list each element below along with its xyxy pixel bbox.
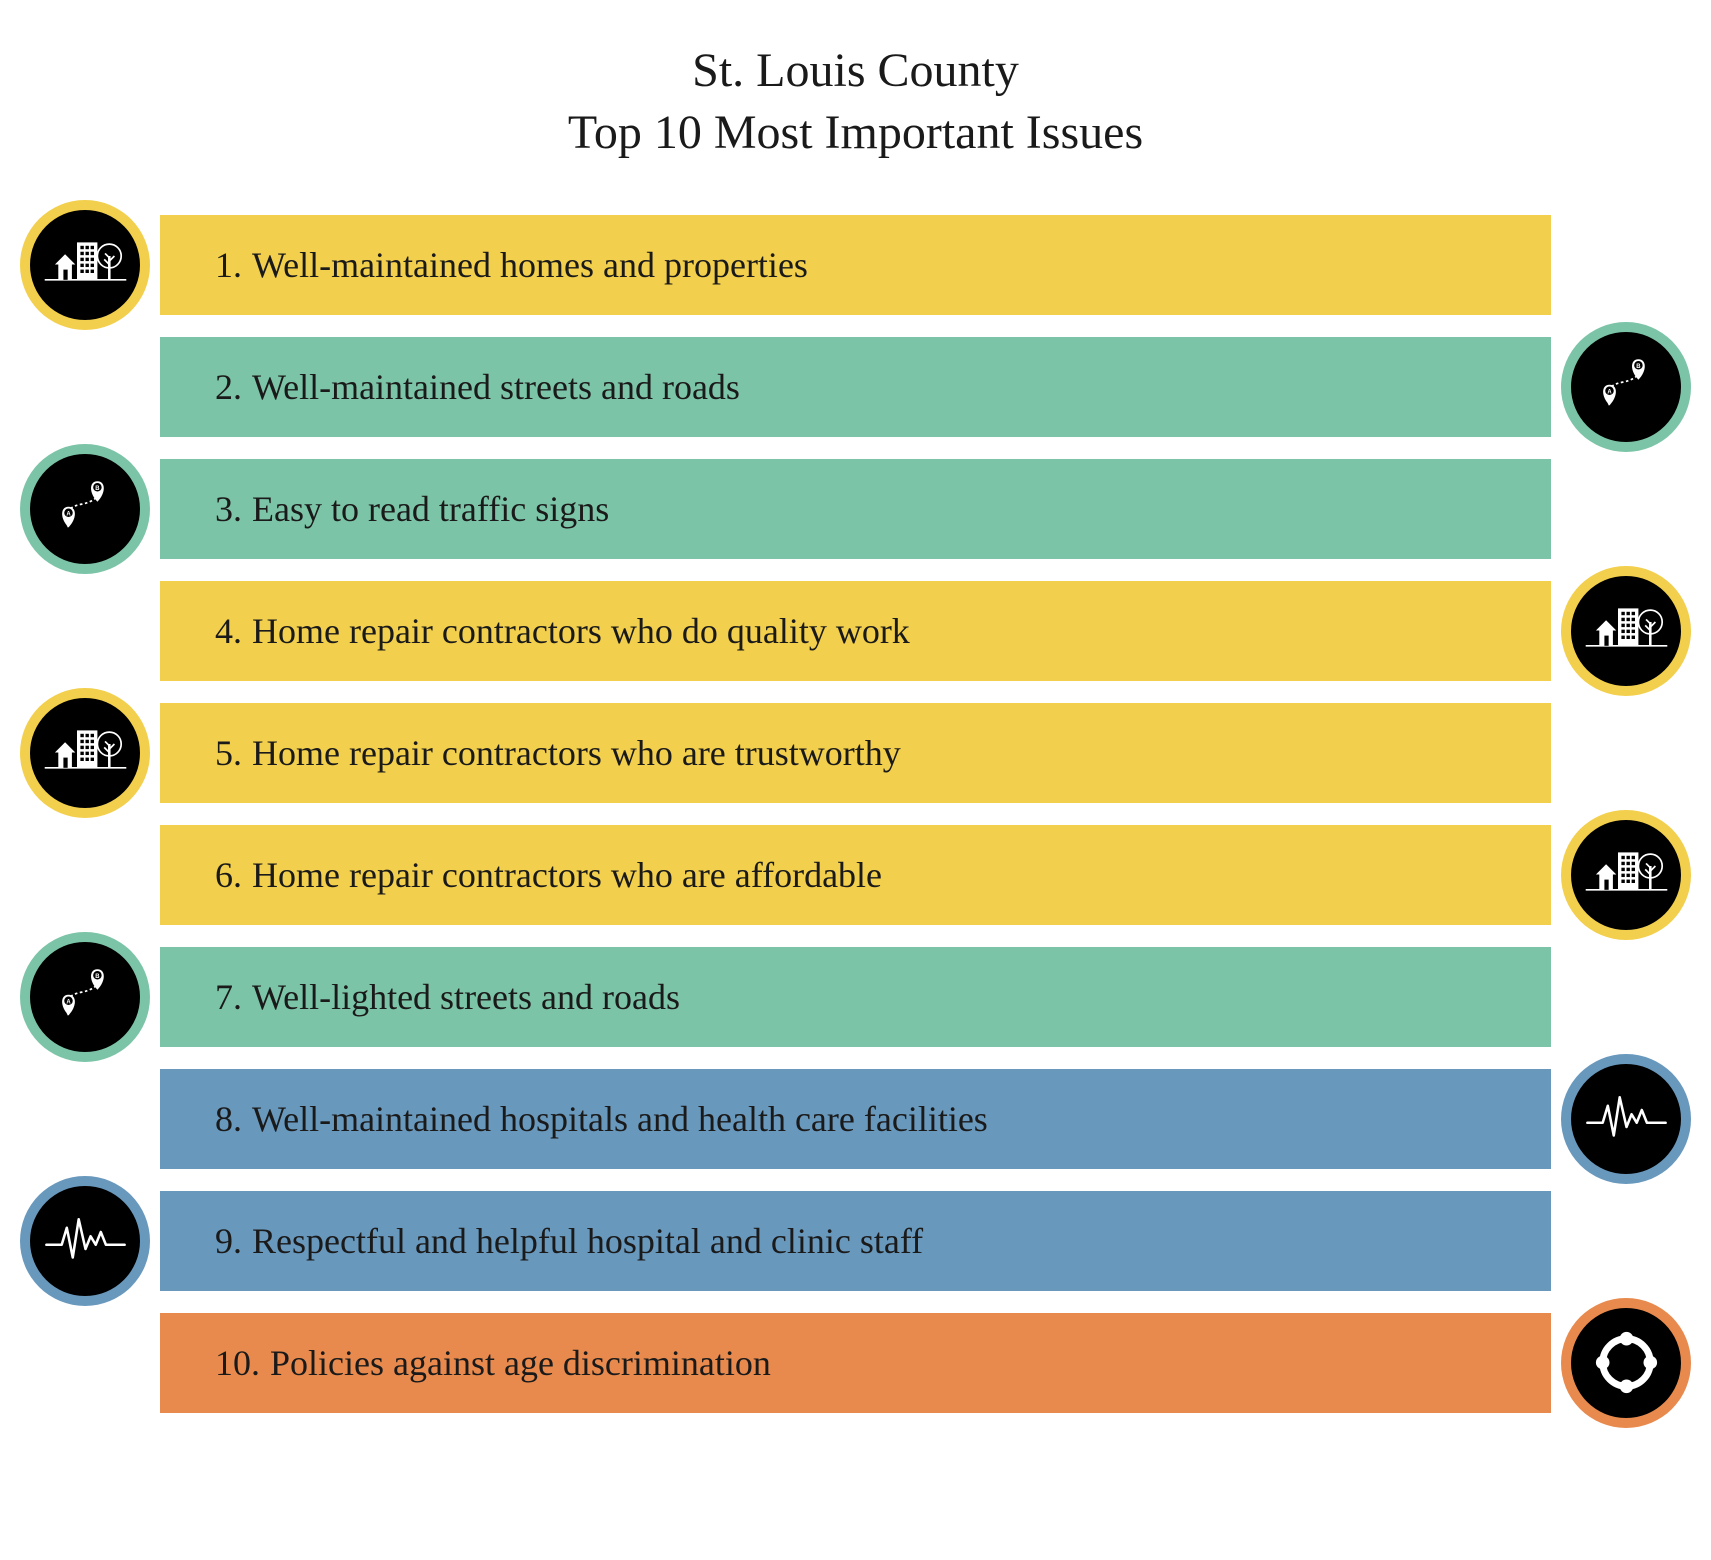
issue-number: 8. <box>215 1098 242 1140</box>
issue-bar: 5.Home repair contractors who are trustw… <box>160 703 1551 803</box>
issue-bar: 1.Well-maintained homes and properties <box>160 215 1551 315</box>
issue-row: 5.Home repair contractors who are trustw… <box>160 703 1551 803</box>
issue-bar: 6.Home repair contractors who are afford… <box>160 825 1551 925</box>
issue-bar: 7.Well-lighted streets and roads <box>160 947 1551 1047</box>
issue-number: 9. <box>215 1220 242 1262</box>
issue-number: 10. <box>215 1342 260 1384</box>
route-icon <box>30 454 140 564</box>
issue-label: Well-maintained hospitals and health car… <box>252 1098 988 1140</box>
issue-label: Easy to read traffic signs <box>252 488 609 530</box>
category-badge <box>1561 566 1691 696</box>
heartbeat-icon <box>1571 1064 1681 1174</box>
issue-row: 9.Respectful and helpful hospital and cl… <box>160 1191 1551 1291</box>
issue-bar: 10.Policies against age discrimination <box>160 1313 1551 1413</box>
category-badge <box>1561 1054 1691 1184</box>
community-icon <box>1571 1308 1681 1418</box>
issue-label: Well-maintained streets and roads <box>252 366 740 408</box>
housing-icon <box>30 698 140 808</box>
category-badge <box>1561 1298 1691 1428</box>
infographic-container: St. Louis County Top 10 Most Important I… <box>20 40 1691 1413</box>
issue-row: 4.Home repair contractors who do quality… <box>160 581 1551 681</box>
housing-icon <box>1571 820 1681 930</box>
issue-row: 8.Well-maintained hospitals and health c… <box>160 1069 1551 1169</box>
issue-label: Well-lighted streets and roads <box>252 976 680 1018</box>
route-icon <box>1571 332 1681 442</box>
issue-bar: 4.Home repair contractors who do quality… <box>160 581 1551 681</box>
issue-number: 1. <box>215 244 242 286</box>
category-badge <box>20 200 150 330</box>
issue-row: 10.Policies against age discrimination <box>160 1313 1551 1413</box>
issue-label: Well-maintained homes and properties <box>252 244 808 286</box>
category-badge <box>1561 322 1691 452</box>
issue-label: Respectful and helpful hospital and clin… <box>252 1220 923 1262</box>
route-icon <box>30 942 140 1052</box>
issue-number: 3. <box>215 488 242 530</box>
issue-label: Policies against age discrimination <box>270 1342 771 1384</box>
issue-bar: 8.Well-maintained hospitals and health c… <box>160 1069 1551 1169</box>
title-line-1: St. Louis County <box>20 40 1691 102</box>
issue-row: 2.Well-maintained streets and roads <box>160 337 1551 437</box>
issue-bar: 3.Easy to read traffic signs <box>160 459 1551 559</box>
heartbeat-icon <box>30 1186 140 1296</box>
issue-label: Home repair contractors who are trustwor… <box>252 732 901 774</box>
category-badge <box>1561 810 1691 940</box>
issue-row: 3.Easy to read traffic signs <box>160 459 1551 559</box>
issue-bar: 9.Respectful and helpful hospital and cl… <box>160 1191 1551 1291</box>
issue-number: 5. <box>215 732 242 774</box>
category-badge <box>20 932 150 1062</box>
issue-number: 4. <box>215 610 242 652</box>
issue-bar: 2.Well-maintained streets and roads <box>160 337 1551 437</box>
issue-list: 1.Well-maintained homes and properties 2.… <box>20 215 1691 1413</box>
housing-icon <box>1571 576 1681 686</box>
title-line-2: Top 10 Most Important Issues <box>20 102 1691 164</box>
issue-label: Home repair contractors who are affordab… <box>252 854 882 896</box>
header: St. Louis County Top 10 Most Important I… <box>20 40 1691 165</box>
category-badge <box>20 688 150 818</box>
category-badge <box>20 444 150 574</box>
issue-number: 6. <box>215 854 242 896</box>
housing-icon <box>30 210 140 320</box>
issue-row: 1.Well-maintained homes and properties <box>160 215 1551 315</box>
issue-number: 2. <box>215 366 242 408</box>
issue-row: 7.Well-lighted streets and roads <box>160 947 1551 1047</box>
category-badge <box>20 1176 150 1306</box>
issue-row: 6.Home repair contractors who are afford… <box>160 825 1551 925</box>
issue-label: Home repair contractors who do quality w… <box>252 610 910 652</box>
issue-number: 7. <box>215 976 242 1018</box>
